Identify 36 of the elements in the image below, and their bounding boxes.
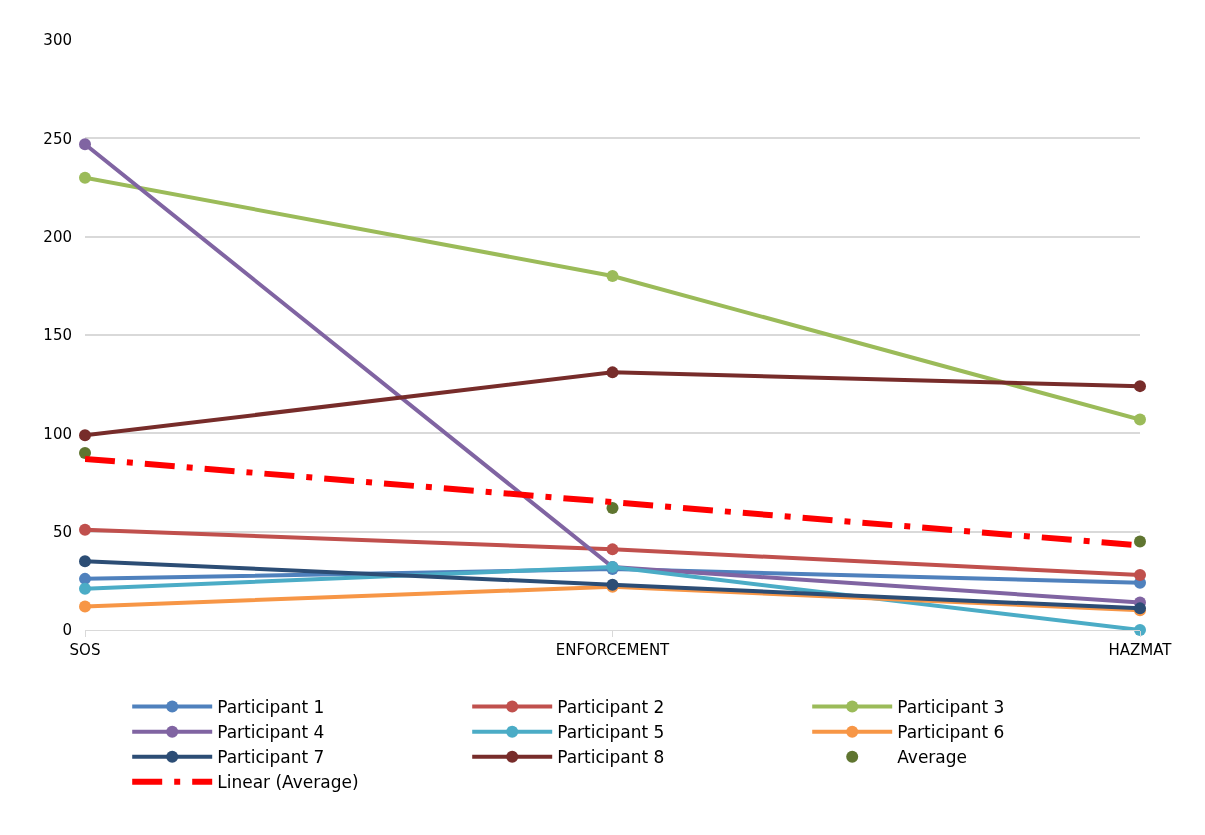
y-tick-label: 100: [43, 424, 72, 443]
point: [606, 270, 619, 282]
point: [79, 600, 91, 613]
point: [606, 502, 619, 515]
x-tick-label: SOS: [69, 641, 101, 659]
point: [79, 555, 91, 568]
y-tick-label: 150: [43, 326, 72, 345]
point: [79, 171, 91, 184]
legend-label: Participant 1: [217, 697, 325, 718]
point: [79, 429, 91, 442]
legend-label: Participant 7: [217, 747, 325, 768]
legend-label: Participant 3: [897, 697, 1005, 718]
point: [1134, 380, 1146, 393]
y-tick-label: 0: [62, 621, 72, 640]
point: [1134, 535, 1146, 548]
point: [606, 543, 619, 556]
y-tick-label: 250: [43, 129, 72, 148]
point: [1134, 413, 1146, 426]
legend-label: Participant 6: [897, 722, 1005, 743]
legend-label: Participant 5: [557, 722, 665, 743]
x-tick-label: HAZMAT: [1108, 641, 1173, 659]
legend-label: Participant 4: [217, 722, 325, 743]
y-tick-label: 50: [52, 522, 72, 541]
point: [79, 572, 91, 585]
legend-label: Average: [897, 747, 968, 768]
y-tick-label: 200: [43, 227, 72, 246]
legend-label: Linear (Average): [217, 772, 359, 793]
legend-label: Participant 2: [557, 697, 665, 718]
y-tick-label: 300: [43, 31, 72, 50]
point: [1134, 568, 1146, 581]
point: [79, 138, 91, 151]
point: [79, 582, 91, 595]
x-tick-label: ENFORCEMENT: [555, 641, 671, 659]
point: [79, 523, 91, 536]
legend-label: Participant 8: [557, 747, 665, 768]
point: [606, 366, 619, 379]
